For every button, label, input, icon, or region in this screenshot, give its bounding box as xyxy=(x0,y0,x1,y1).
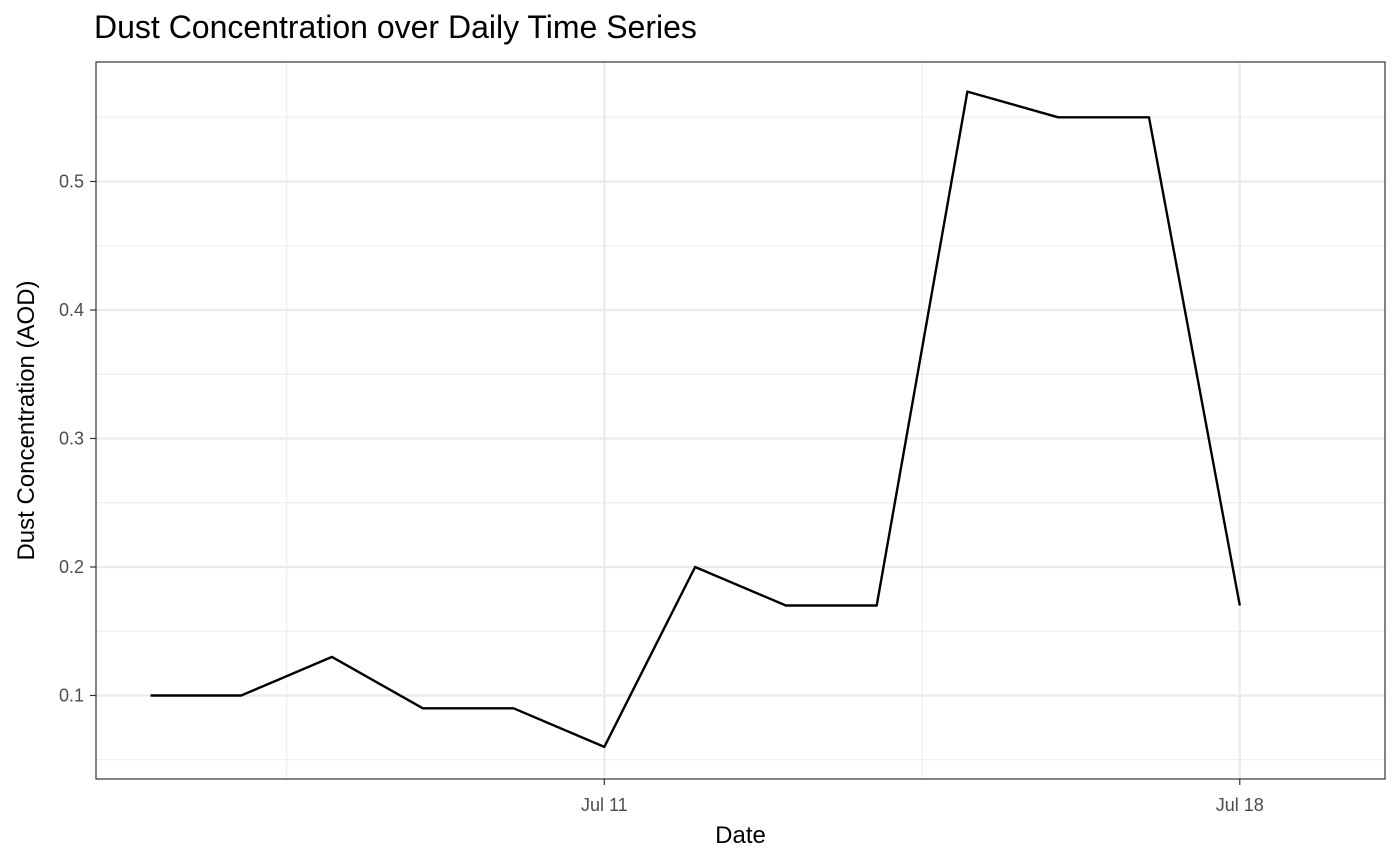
series-layer xyxy=(150,90,1241,749)
series-line xyxy=(150,90,1241,749)
x-tick-label: Jul 11 xyxy=(581,795,628,815)
x-axis-title: Date xyxy=(715,822,766,849)
y-tick-label: 0.4 xyxy=(59,300,84,320)
y-tick-label: 0.2 xyxy=(59,557,84,577)
y-tick-label: 0.5 xyxy=(59,172,84,192)
axes: 0.1 0.2 0.3 0.4 0.5 Jul 11 Jul 18 xyxy=(59,172,1264,816)
y-axis-title: Dust Concentration (AOD) xyxy=(13,280,40,560)
y-tick-label: 0.3 xyxy=(59,428,84,448)
plot-panel-border xyxy=(95,61,1386,780)
chart-title: Dust Concentration over Daily Time Serie… xyxy=(94,9,697,45)
y-tick-label: 0.1 xyxy=(59,685,84,705)
grid-lines xyxy=(96,62,1385,779)
x-tick-label: Jul 18 xyxy=(1216,795,1264,815)
